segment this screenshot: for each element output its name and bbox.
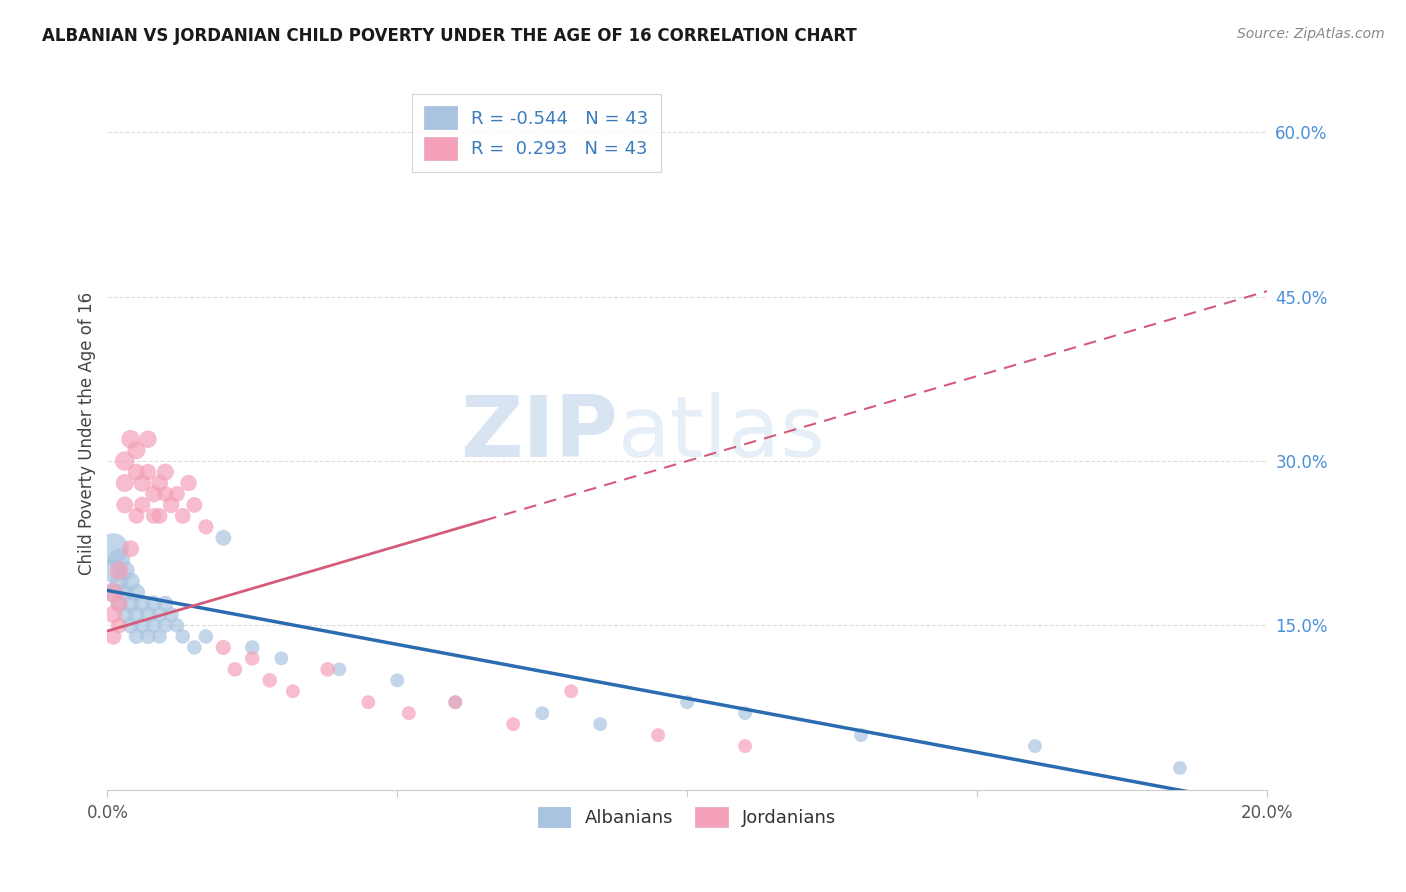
Point	[125, 508, 148, 523]
Point	[212, 640, 235, 655]
Point	[194, 630, 217, 644]
Point	[160, 607, 183, 622]
Point	[270, 651, 292, 665]
Point	[120, 574, 142, 589]
Point	[136, 465, 159, 479]
Point	[120, 597, 142, 611]
Point	[125, 465, 148, 479]
Point	[148, 607, 170, 622]
Point	[148, 475, 170, 490]
Point	[155, 618, 177, 632]
Point	[125, 630, 148, 644]
Point	[108, 618, 131, 632]
Point	[166, 487, 188, 501]
Text: ALBANIAN VS JORDANIAN CHILD POVERTY UNDER THE AGE OF 16 CORRELATION CHART: ALBANIAN VS JORDANIAN CHILD POVERTY UNDE…	[42, 27, 856, 45]
Text: Source: ZipAtlas.com: Source: ZipAtlas.com	[1237, 27, 1385, 41]
Y-axis label: Child Poverty Under the Age of 16: Child Poverty Under the Age of 16	[79, 292, 96, 575]
Point	[131, 475, 153, 490]
Point	[328, 662, 350, 676]
Point	[734, 739, 756, 753]
Point	[120, 432, 142, 446]
Legend: Albanians, Jordanians: Albanians, Jordanians	[530, 800, 844, 834]
Point	[316, 662, 339, 676]
Point	[136, 432, 159, 446]
Point	[108, 574, 131, 589]
Point	[676, 695, 699, 709]
Point	[172, 630, 194, 644]
Point	[849, 728, 872, 742]
Point	[125, 607, 148, 622]
Point	[101, 630, 124, 644]
Point	[240, 651, 263, 665]
Point	[101, 564, 124, 578]
Point	[387, 673, 409, 688]
Point	[194, 520, 217, 534]
Point	[148, 630, 170, 644]
Point	[357, 695, 380, 709]
Point	[1024, 739, 1046, 753]
Point	[136, 630, 159, 644]
Point	[108, 597, 131, 611]
Point	[647, 728, 669, 742]
Point	[142, 508, 165, 523]
Point	[108, 597, 131, 611]
Text: ZIP: ZIP	[460, 392, 617, 475]
Point	[259, 673, 281, 688]
Point	[177, 475, 200, 490]
Point	[502, 717, 524, 731]
Point	[155, 487, 177, 501]
Point	[281, 684, 304, 698]
Point	[101, 541, 124, 556]
Point	[444, 695, 467, 709]
Point	[398, 706, 420, 721]
Point	[444, 695, 467, 709]
Point	[142, 487, 165, 501]
Point	[101, 585, 124, 599]
Point	[560, 684, 582, 698]
Point	[125, 443, 148, 458]
Point	[114, 454, 136, 468]
Point	[108, 564, 131, 578]
Point	[114, 498, 136, 512]
Point	[1168, 761, 1191, 775]
Point	[589, 717, 612, 731]
Point	[114, 475, 136, 490]
Point	[172, 508, 194, 523]
Point	[155, 465, 177, 479]
Text: atlas: atlas	[617, 392, 825, 475]
Point	[155, 597, 177, 611]
Point	[183, 498, 205, 512]
Point	[734, 706, 756, 721]
Point	[148, 508, 170, 523]
Point	[131, 597, 153, 611]
Point	[108, 553, 131, 567]
Point	[224, 662, 246, 676]
Point	[101, 607, 124, 622]
Point	[166, 618, 188, 632]
Point	[142, 597, 165, 611]
Point	[142, 618, 165, 632]
Point	[114, 607, 136, 622]
Point	[240, 640, 263, 655]
Point	[131, 498, 153, 512]
Point	[101, 585, 124, 599]
Point	[183, 640, 205, 655]
Point	[160, 498, 183, 512]
Point	[114, 564, 136, 578]
Point	[120, 541, 142, 556]
Point	[125, 585, 148, 599]
Point	[114, 585, 136, 599]
Point	[131, 618, 153, 632]
Point	[136, 607, 159, 622]
Point	[531, 706, 554, 721]
Point	[212, 531, 235, 545]
Point	[120, 618, 142, 632]
